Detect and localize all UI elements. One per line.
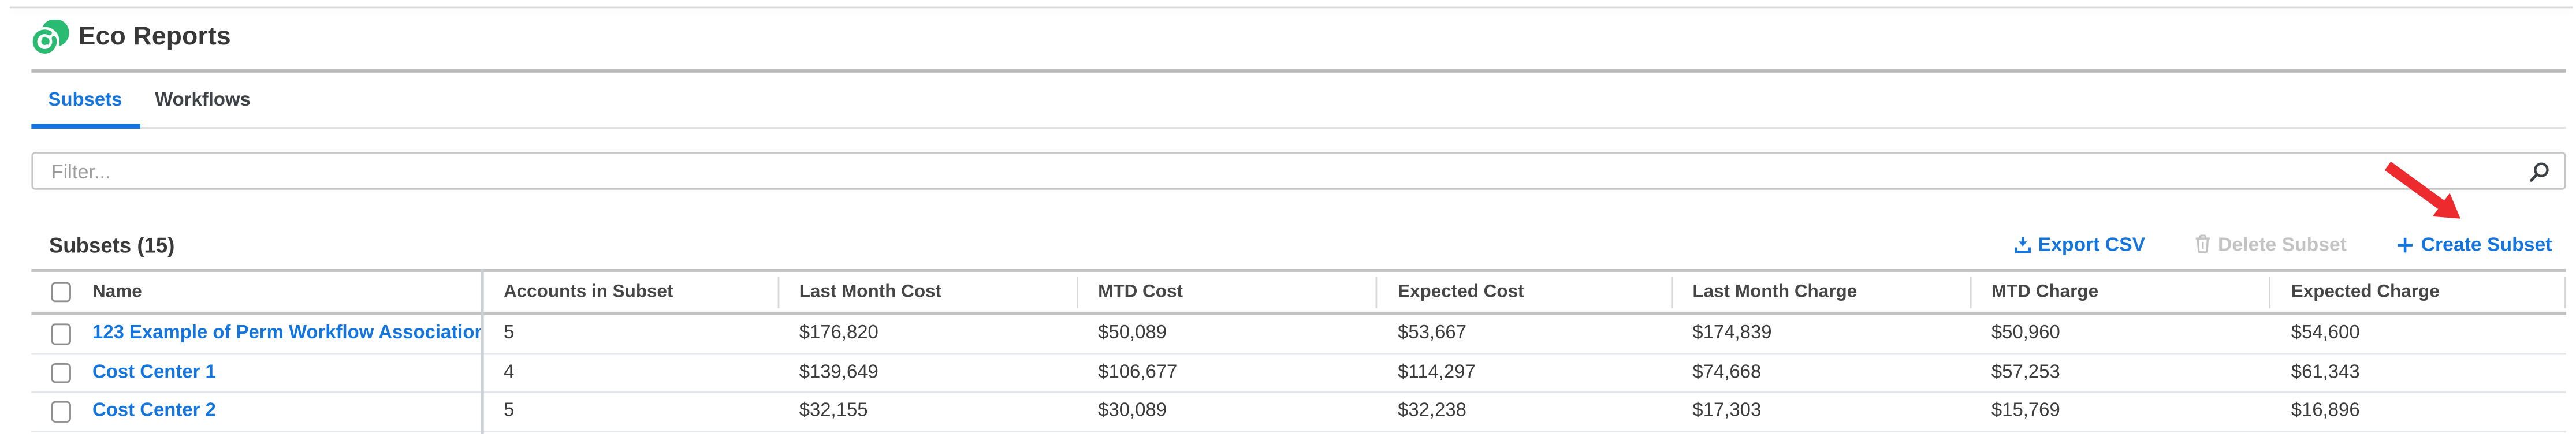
column-header-mtd-charge[interactable]: MTD Charge [1970, 272, 2270, 312]
header-divider [31, 69, 2567, 74]
column-header-name[interactable]: Name [92, 282, 142, 303]
trash-icon [2196, 235, 2210, 254]
tab-workflows[interactable]: Workflows [140, 73, 266, 128]
cell-mtd-charge: $50,960 [1991, 324, 2060, 344]
row-checkbox[interactable] [51, 401, 72, 422]
column-header-accounts-in-subset[interactable]: Accounts in Subset [503, 282, 673, 303]
column-header-last-month-cost[interactable]: Last Month Cost [778, 272, 1077, 312]
subset-name-link: 123 Example of Perm Workflow Association [77, 315, 482, 352]
create-subset-label: Create Subset [2421, 233, 2552, 256]
subsets-count-heading: Subsets (15) [49, 233, 175, 257]
delete-subset-button[interactable]: Delete Subset [2195, 233, 2347, 256]
row-checkbox-cell [31, 315, 77, 352]
search-icon [2530, 162, 2549, 181]
delete-subset-label: Delete Subset [2217, 233, 2347, 256]
tab-workflows-label: Workflows [155, 91, 251, 111]
cell-mtd-cost: $30,089 [1098, 401, 1167, 422]
table-header-row: Name Accounts in Subset Last Month Cost MTD… [31, 272, 2567, 316]
cell-expected-charge: $61,343 [2291, 363, 2360, 383]
cell-last-month-charge: $17,303 [1692, 401, 1762, 422]
tab-bar: Subsets Workflows [31, 73, 266, 129]
create-subset-button[interactable]: Create Subset [2396, 233, 2552, 256]
cell-mtd-charge: $15,769 [1991, 401, 2060, 422]
table-row: Cost Center 1 4 $139,649 $106,677 $114,297 $7… [31, 354, 2567, 393]
column-header-expected-charge[interactable]: Expected Charge [2270, 272, 2567, 312]
subset-name-link[interactable]: Cost Center 1 [92, 363, 216, 383]
table-row: Cost Center 2 5 $32,155 $30,089 $32,238 $17,3… [31, 393, 2567, 432]
cell-mtd-cost: $50,089 [1098, 324, 1167, 344]
export-csv-button[interactable]: Export CSV [2015, 233, 2146, 256]
cell-expected-cost: $32,238 [1398, 401, 1466, 422]
eco-logo-icon [30, 18, 69, 56]
table-row: 123 Example of Perm Workflow Association… [31, 315, 2567, 354]
cell-accounts-in-subset: 4 [503, 363, 515, 383]
table-body: 123 Example of Perm Workflow Association… [31, 315, 2567, 432]
cell-expected-charge: $54,600 [2291, 324, 2360, 344]
tabbar-baseline [31, 126, 2566, 129]
cell-last-month-cost: $32,155 [799, 401, 868, 422]
cell-last-month-cost: $139,649 [799, 363, 878, 383]
row-checkbox-cell [31, 393, 77, 430]
cell-mtd-cost: $106,677 [1098, 363, 1178, 383]
tab-subsets[interactable]: Subsets [31, 73, 140, 129]
column-header-expected-cost[interactable]: Expected Cost [1376, 272, 1671, 312]
cell-accounts-in-subset: 5 [503, 401, 515, 422]
cell-last-month-cost: $176,820 [799, 324, 878, 344]
subsets-table: Name Accounts in Subset Last Month Cost MTD… [31, 269, 2567, 432]
cell-expected-cost: $114,297 [1398, 363, 1476, 383]
cell-mtd-charge: $57,253 [1991, 363, 2060, 383]
page-title: Eco Reports [78, 23, 231, 51]
top-divider [10, 6, 2574, 9]
column-header-mtd-cost[interactable]: MTD Cost [1077, 272, 1376, 312]
export-csv-label: Export CSV [2038, 233, 2146, 256]
row-checkbox[interactable] [51, 362, 72, 383]
row-checkbox[interactable] [51, 323, 72, 345]
subset-name-link: Cost Center 2 [77, 393, 482, 430]
select-all-checkbox[interactable] [51, 282, 72, 303]
plus-icon [2398, 237, 2413, 252]
cell-expected-charge: $16,896 [2291, 401, 2360, 422]
tab-subsets-label: Subsets [48, 91, 122, 111]
cell-last-month-charge: $174,839 [1692, 324, 1772, 344]
download-icon [2015, 236, 2031, 252]
row-checkbox-cell [31, 354, 77, 391]
subset-name-link[interactable]: 123 Example of Perm Workflow Association [92, 324, 482, 344]
column-header-last-month-charge[interactable]: Last Month Charge [1671, 272, 1970, 312]
toolbar-actions: Export CSV Delete Subset Create Subset [2015, 230, 2552, 259]
cell-expected-cost: $53,667 [1398, 324, 1466, 344]
cell-last-month-charge: $74,668 [1692, 363, 1762, 383]
app-header: Eco Reports [30, 17, 231, 59]
subset-name-link: Cost Center 1 [77, 354, 482, 391]
filter-input[interactable] [31, 152, 2566, 191]
header-checkbox-cell [31, 272, 77, 312]
name-column-divider [481, 269, 483, 434]
subset-name-link[interactable]: Cost Center 2 [92, 401, 216, 422]
cell-accounts-in-subset: 5 [503, 324, 515, 344]
